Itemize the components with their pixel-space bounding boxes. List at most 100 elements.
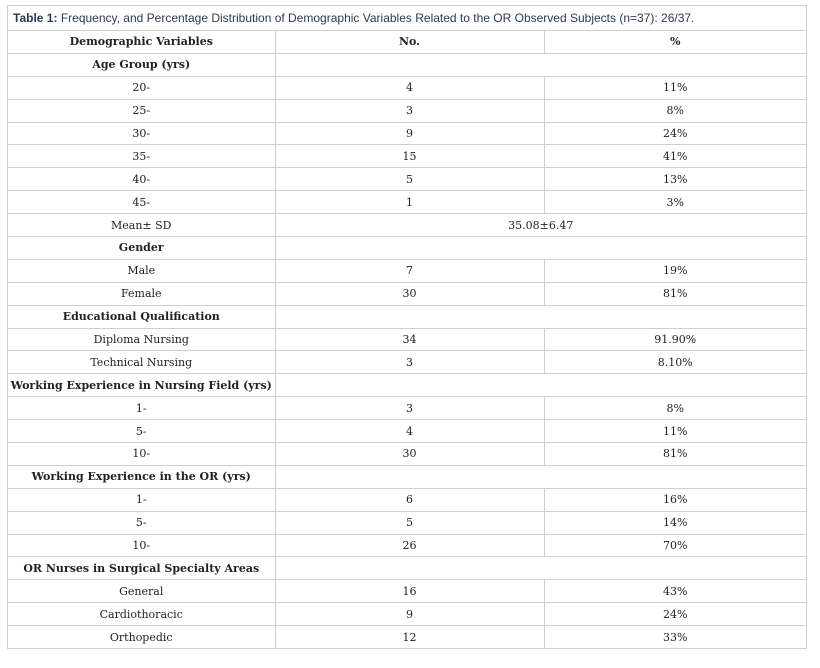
cell: 8% xyxy=(543,98,806,123)
empty-cell xyxy=(274,556,806,581)
section-cell: OR Nurses in Surgical Specialty Areas xyxy=(8,556,276,581)
cell: 3 xyxy=(274,350,545,375)
cell: 12 xyxy=(274,625,545,649)
cell: Male xyxy=(8,258,276,283)
cell: 24% xyxy=(543,121,806,146)
cell: 4 xyxy=(274,75,545,100)
data-row: General 16 43% xyxy=(8,579,806,604)
cell: 11% xyxy=(543,75,806,100)
cell: 3% xyxy=(543,190,806,215)
data-row: Female 30 81% xyxy=(8,281,806,306)
empty-cell xyxy=(274,236,806,260)
cell: 4 xyxy=(274,419,545,444)
data-row: 1- 6 16% xyxy=(8,487,806,512)
cell: 41% xyxy=(543,144,806,169)
cell: 43% xyxy=(543,579,806,604)
header-cell: Demographic Variables xyxy=(8,31,276,54)
caption-label: Table 1: xyxy=(13,11,58,25)
data-row: 30- 9 24% xyxy=(8,121,806,146)
cell: Orthopedic xyxy=(8,625,276,649)
cell: Technical Nursing xyxy=(8,350,276,375)
cell: Cardiothoracic xyxy=(8,602,276,627)
cell: 70% xyxy=(543,533,806,558)
data-row: 45- 1 3% xyxy=(8,190,806,215)
cell: 81% xyxy=(543,442,806,466)
section-row: Educational Qualification xyxy=(8,304,806,329)
data-row: Technical Nursing 3 8.10% xyxy=(8,350,806,375)
cell: 3 xyxy=(274,98,545,123)
data-row: Male 7 19% xyxy=(8,258,806,283)
cell: 14% xyxy=(543,510,806,535)
cell: 6 xyxy=(274,487,545,512)
cell: 33% xyxy=(543,625,806,649)
cell: 5 xyxy=(274,167,545,192)
header-cell: No. xyxy=(274,31,545,54)
cell: 25- xyxy=(8,98,276,123)
empty-cell xyxy=(274,52,806,77)
data-row: Mean± SD 35.08±6.47 xyxy=(8,213,806,238)
cell: 16% xyxy=(543,487,806,512)
cell: Female xyxy=(8,281,276,306)
cell: 81% xyxy=(543,281,806,306)
cell: 1- xyxy=(8,487,276,512)
cell: 1- xyxy=(8,396,276,421)
cell: 11% xyxy=(543,419,806,444)
empty-cell xyxy=(274,464,806,489)
cell: 9 xyxy=(274,602,545,627)
header-cell: % xyxy=(543,31,806,54)
data-row: Cardiothoracic 9 24% xyxy=(8,602,806,627)
section-row: Gender xyxy=(8,236,806,260)
data-row: 35- 15 41% xyxy=(8,144,806,169)
section-cell: Working Experience in the OR (yrs) xyxy=(8,464,276,489)
cell: 7 xyxy=(274,258,545,283)
cell: 30 xyxy=(274,281,545,306)
empty-cell xyxy=(274,373,806,398)
cell: Mean± SD xyxy=(8,213,276,238)
data-row: Orthopedic 12 33% xyxy=(8,625,806,649)
cell: 15 xyxy=(274,144,545,169)
cell: 3 xyxy=(274,396,545,421)
cell: 10- xyxy=(8,533,276,558)
cell: 34 xyxy=(274,327,545,352)
section-cell: Age Group (yrs) xyxy=(8,52,276,77)
data-row: 10- 30 81% xyxy=(8,442,806,466)
cell: 13% xyxy=(543,167,806,192)
cell: 19% xyxy=(543,258,806,283)
section-cell: Working Experience in Nursing Field (yrs… xyxy=(8,373,276,398)
data-row: 1- 3 8% xyxy=(8,396,806,421)
section-row: Working Experience in Nursing Field (yrs… xyxy=(8,373,806,398)
data-row: Diploma Nursing 34 91.90% xyxy=(8,327,806,352)
cell: 45- xyxy=(8,190,276,215)
table: Demographic Variables No.% Age Group (yrs… xyxy=(8,31,806,649)
cell: 91.90% xyxy=(543,327,806,352)
cell: 30 xyxy=(274,442,545,466)
cell: 35.08±6.47 xyxy=(274,213,806,238)
cell: 40- xyxy=(8,167,276,192)
cell: 8% xyxy=(543,396,806,421)
cell: 9 xyxy=(274,121,545,146)
cell: General xyxy=(8,579,276,604)
section-row: Working Experience in the OR (yrs) xyxy=(8,464,806,489)
caption-text: Frequency, and Percentage Distribution o… xyxy=(60,11,695,25)
cell: 5 xyxy=(274,510,545,535)
section-row: Age Group (yrs) xyxy=(8,52,806,77)
cell: 16 xyxy=(274,579,545,604)
section-cell: Educational Qualification xyxy=(8,304,276,329)
cell: 30- xyxy=(8,121,276,146)
cell: 5- xyxy=(8,419,276,444)
data-row: 5- 4 11% xyxy=(8,419,806,444)
header-row: Demographic Variables No.% xyxy=(8,31,806,54)
data-row: 40- 5 13% xyxy=(8,167,806,192)
cell: 26 xyxy=(274,533,545,558)
data-row: 25- 3 8% xyxy=(8,98,806,123)
cell: 10- xyxy=(8,442,276,466)
empty-cell xyxy=(274,304,806,329)
caption: Table 1: Frequency, and Percentage Distr… xyxy=(8,6,806,31)
data-row: 10- 26 70% xyxy=(8,533,806,558)
table-container: Table 1: Frequency, and Percentage Distr… xyxy=(7,5,807,650)
cell: 35- xyxy=(8,144,276,169)
cell: 5- xyxy=(8,510,276,535)
section-row: OR Nurses in Surgical Specialty Areas xyxy=(8,556,806,581)
cell: 8.10% xyxy=(543,350,806,375)
